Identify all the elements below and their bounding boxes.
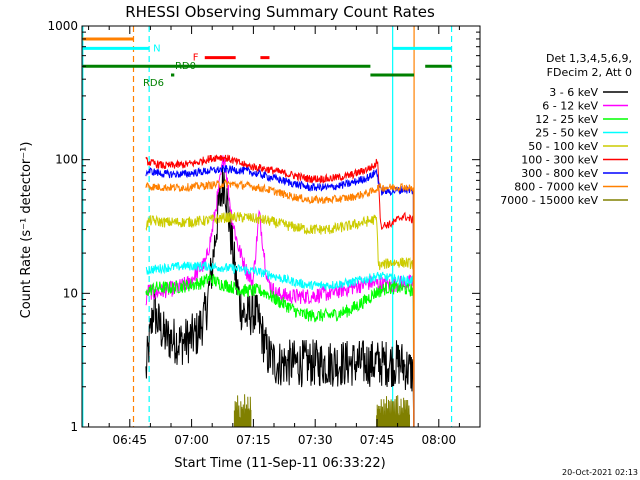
- legend-entry-label-3: 25 - 50 keV: [535, 127, 598, 140]
- x-tick-label-1: 07:00: [174, 433, 209, 447]
- x-tick-label-2: 07:15: [236, 433, 271, 447]
- y-tick-label-0: 1: [70, 420, 78, 434]
- flag-label-n: N: [153, 43, 160, 54]
- x-tick-label-5: 08:00: [422, 433, 457, 447]
- y-axis-label: Count Rate (s⁻¹ detector⁻¹): [19, 142, 34, 319]
- series-line-3: [145, 261, 415, 427]
- legend-entry-label-4: 50 - 100 keV: [528, 140, 598, 153]
- legend-entry-label-5: 100 - 300 keV: [521, 154, 598, 167]
- legend: Det 1,3,4,5,6,9,FDecim 2, Att 0 3 - 6 keV…: [500, 52, 632, 207]
- y-tick-label-1: 10: [63, 286, 78, 300]
- legend-entry-label-1: 6 - 12 keV: [542, 100, 598, 113]
- series-line-5: [145, 154, 415, 427]
- y-tick-label-3: 1000: [47, 19, 78, 33]
- flag-label-rd6: RD6: [143, 78, 164, 89]
- x-tick-label-3: 07:30: [298, 433, 333, 447]
- series-line-6: [145, 164, 415, 427]
- legend-entry-label-0: 3 - 6 keV: [549, 86, 598, 99]
- legend-entry-label-7: 800 - 7000 keV: [514, 181, 598, 194]
- timestamp: 20-Oct-2021 02:13: [562, 468, 638, 477]
- x-tick-label-0: 06:45: [112, 433, 147, 447]
- series-line-7: [145, 178, 415, 427]
- series-line-1: [145, 155, 415, 427]
- flag-label-f: F: [193, 53, 199, 64]
- plot-frame: [81, 25, 481, 428]
- legend-entry-label-2: 12 - 25 keV: [535, 113, 598, 126]
- flag-label-s: S: [67, 34, 73, 45]
- series-7000-15000-kev-burst-0: [233, 394, 252, 427]
- flag-label-rd0: RD0: [175, 61, 196, 72]
- legend-entry-label-8: 7000 - 15000 keV: [500, 194, 598, 207]
- chart-title: RHESSI Observing Summary Count Rates: [125, 3, 435, 21]
- x-tick-label-4: 07:45: [360, 433, 395, 447]
- legend-entry-label-6: 300 - 800 keV: [521, 167, 598, 180]
- series-line-0: [145, 167, 415, 427]
- series-line-4: [145, 211, 415, 427]
- x-axis-label: Start Time (11-Sep-11 06:33:22): [174, 456, 385, 471]
- series-line-2: [145, 273, 415, 427]
- y-tick-label-2: 100: [55, 153, 78, 167]
- legend-header-line-1: FDecim 2, Att 0: [547, 66, 632, 79]
- series-7000-15000-kev-burst-1: [376, 395, 410, 427]
- legend-header-line-0: Det 1,3,4,5,6,9,: [546, 52, 632, 65]
- axes-group: 1 10 100 1000 06:45 07:00 07:15 07:30 07:45 08:00: [47, 19, 481, 447]
